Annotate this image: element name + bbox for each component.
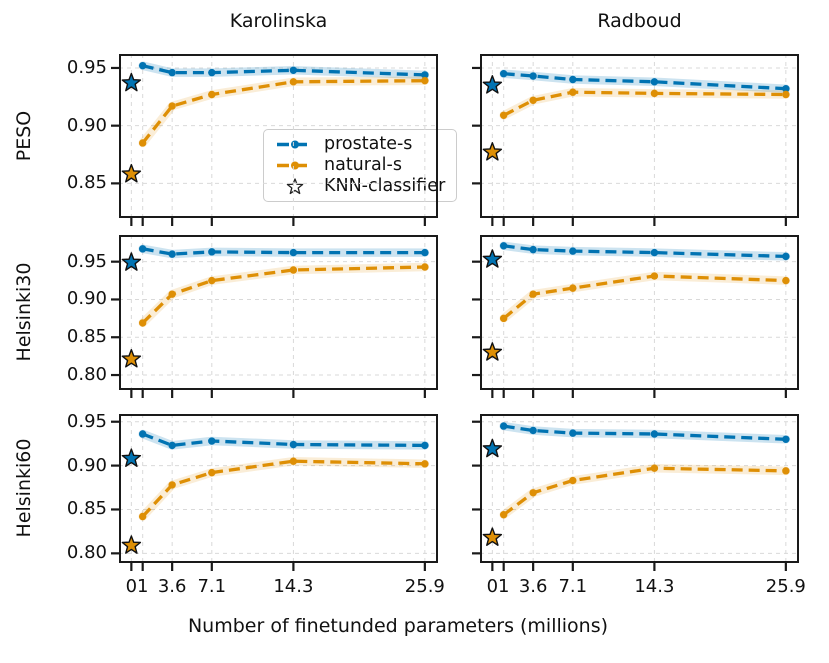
y-axis-label-helsinki30: Helsinki30	[13, 262, 35, 362]
x-tick-label: 1	[497, 576, 510, 597]
x-tick-label: 7.1	[558, 576, 588, 597]
knn-star-prostate-icon	[482, 75, 503, 94]
knn-star-natural-icon	[482, 527, 503, 546]
subplot-title-radboud: Radboud	[597, 10, 682, 32]
knn-star-natural-icon	[482, 342, 503, 361]
subplot-helsinki60-karolinska	[111, 414, 438, 571]
y-axis-label-peso: PESO	[13, 110, 35, 162]
knn-star-natural-icon	[121, 348, 142, 368]
subplot-peso-radboud	[472, 54, 799, 226]
legend-item-knn-classifier: KNN-classifier	[276, 176, 446, 197]
legend-label-natural-s: natural-s	[324, 155, 402, 175]
x-tick-label: 14.3	[634, 576, 675, 597]
y-tick-label: 0.85	[66, 172, 107, 194]
legend: prostate-s natural-s KNN-classifier	[263, 129, 457, 202]
legend-item-prostate-s: prostate-s	[276, 134, 446, 155]
knn-star-natural-icon	[482, 142, 503, 161]
legend-label-knn-classifier: KNN-classifier	[324, 176, 446, 196]
x-tick-label: 25.9	[404, 576, 445, 597]
x-tick-label: 14.3	[273, 576, 314, 597]
y-tick-label: 0.80	[66, 364, 107, 386]
y-tick-label: 0.90	[66, 114, 107, 136]
y-tick-label: 0.85	[66, 498, 107, 520]
x-tick-label: 3.6	[157, 576, 187, 597]
subplot-peso-karolinska	[111, 54, 438, 226]
legend-label-prostate-s: prostate-s	[324, 134, 413, 154]
y-tick-label: 0.95	[66, 410, 107, 432]
subplot-helsinki60-radboud	[472, 414, 799, 571]
y-axis-label-helsinki60: Helsinki60	[13, 438, 35, 538]
y-tick-label: 0.95	[66, 250, 107, 272]
knn-star-prostate-icon	[482, 249, 503, 268]
x-tick-label: 3.6	[518, 576, 548, 597]
knn-star-prostate-icon	[121, 72, 142, 92]
subplot-title-karolinska: Karolinska	[229, 10, 328, 32]
y-tick-label: 0.80	[66, 542, 107, 564]
knn-star-prostate-icon	[121, 252, 142, 271]
x-tick-label: 0	[486, 576, 499, 597]
y-tick-label: 0.85	[66, 326, 107, 348]
x-tick-label: 0	[125, 576, 138, 597]
knn-star-natural-icon	[121, 163, 142, 183]
legend-star-icon	[286, 177, 304, 194]
knn-star-prostate-icon	[121, 448, 142, 467]
legend-item-natural-s: natural-s	[276, 155, 446, 176]
knn-star-natural-icon	[121, 535, 142, 554]
subplot-helsinki30-karolinska	[111, 235, 438, 398]
x-tick-label: 1	[136, 576, 149, 597]
x-tick-label: 7.1	[197, 576, 227, 597]
y-tick-label: 0.90	[66, 454, 107, 476]
x-axis-label: Number of finetunded parameters (million…	[187, 615, 609, 637]
x-tick-label: 25.9	[765, 576, 806, 597]
y-tick-label: 0.95	[66, 56, 107, 78]
y-tick-label: 0.90	[66, 288, 107, 310]
knn-star-prostate-icon	[482, 438, 503, 458]
subplot-helsinki30-radboud	[472, 235, 799, 398]
